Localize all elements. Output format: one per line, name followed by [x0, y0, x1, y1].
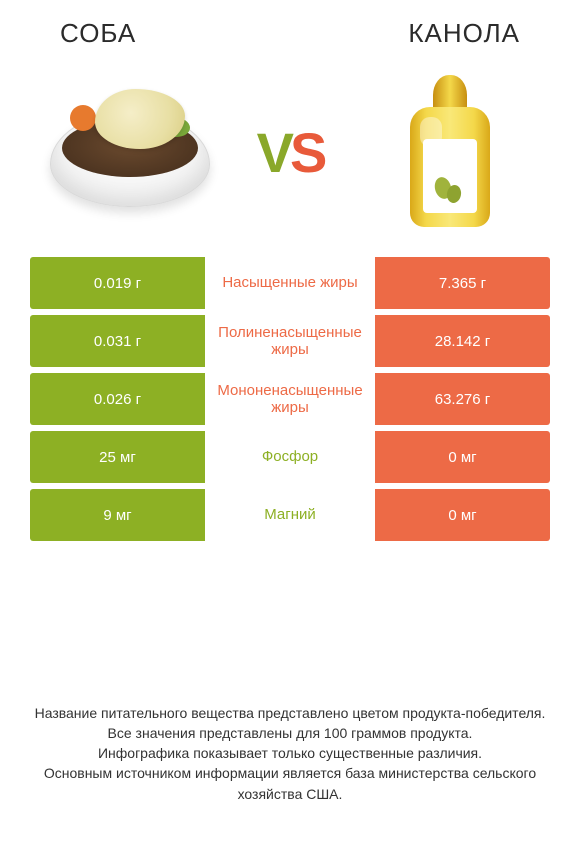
right-value-cell: 28.142 г: [375, 315, 550, 367]
left-value-cell: 25 мг: [30, 431, 205, 483]
right-value-cell: 63.276 г: [375, 373, 550, 425]
table-row: 9 мгМагний0 мг: [30, 489, 550, 541]
right-value-cell: 7.365 г: [375, 257, 550, 309]
left-value-cell: 0.019 г: [30, 257, 205, 309]
footnote-line: Основным источником информации является …: [28, 763, 552, 804]
vs-v-letter: V: [257, 121, 290, 184]
table-row: 0.031 гПолиненасыщенные жиры28.142 г: [30, 315, 550, 367]
bottle-icon: [395, 67, 505, 237]
footnote: Название питательного вещества представл…: [0, 703, 580, 804]
table-row: 0.019 гНасыщенные жиры7.365 г: [30, 257, 550, 309]
right-value-cell: 0 мг: [375, 431, 550, 483]
bowl-icon: [40, 77, 220, 227]
left-value-cell: 0.031 г: [30, 315, 205, 367]
vs-label: VS: [257, 120, 324, 185]
left-value-cell: 9 мг: [30, 489, 205, 541]
left-product-image: [40, 67, 220, 237]
nutrient-label-cell: Насыщенные жиры: [205, 257, 375, 309]
right-value-cell: 0 мг: [375, 489, 550, 541]
header: СОБА КАНОЛА: [0, 0, 580, 57]
table-row: 25 мгФосфор0 мг: [30, 431, 550, 483]
right-product-image: [360, 67, 540, 237]
footnote-line: Все значения представлены для 100 граммо…: [28, 723, 552, 743]
left-product-title: СОБА: [60, 18, 136, 49]
footnote-line: Название питательного вещества представл…: [28, 703, 552, 723]
nutrient-label-cell: Магний: [205, 489, 375, 541]
left-value-cell: 0.026 г: [30, 373, 205, 425]
nutrient-table: 0.019 гНасыщенные жиры7.365 г 0.031 гПоли…: [0, 257, 580, 541]
nutrient-label-cell: Мононенасыщенные жиры: [205, 373, 375, 425]
footnote-line: Инфографика показывает только существенн…: [28, 743, 552, 763]
table-row: 0.026 гМононенасыщенные жиры63.276 г: [30, 373, 550, 425]
right-product-title: КАНОЛА: [408, 18, 520, 49]
product-images-row: VS: [0, 57, 580, 257]
vs-s-letter: S: [290, 121, 323, 184]
nutrient-label-cell: Фосфор: [205, 431, 375, 483]
nutrient-label-cell: Полиненасыщенные жиры: [205, 315, 375, 367]
